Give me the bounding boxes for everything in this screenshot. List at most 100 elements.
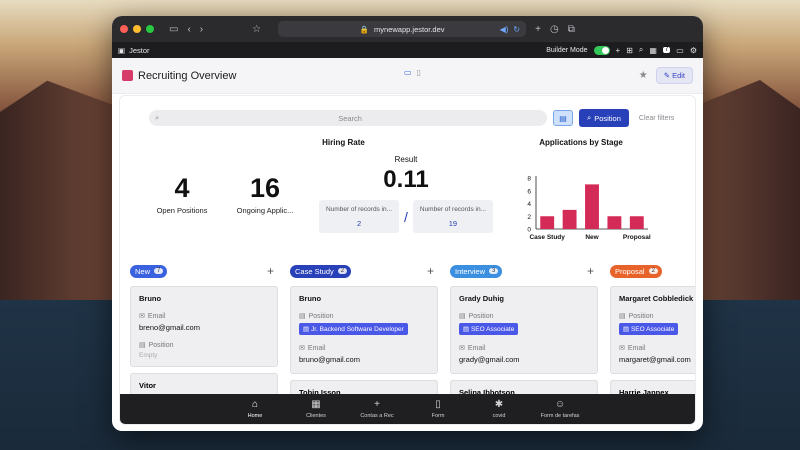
reload-icon[interactable]: ↻	[513, 24, 521, 34]
bug-icon: ✱	[494, 399, 504, 410]
applicant-card[interactable]: Bruno ✉ Email breno@gmail.com ▤ Position E…	[130, 286, 278, 367]
close-window-button[interactable]	[120, 25, 128, 33]
tabs-overview-icon[interactable]: ⧉	[567, 23, 575, 35]
chart-bar[interactable]	[629, 216, 644, 229]
position-chip[interactable]: ▤ Jr. Backend Software Developer	[299, 323, 408, 335]
kpi-value: 4	[174, 173, 190, 203]
brand-name: Jestor	[129, 45, 150, 55]
address-bar[interactable]: 🔒 mynewapp.jestor.dev ◀) ↻	[278, 21, 527, 37]
applicant-card[interactable]: Bruno ▤ Position ▤ Jr. Backend Software D…	[290, 286, 438, 374]
position-field-label: ▤ Position	[299, 312, 334, 321]
column-count: 2	[337, 268, 348, 274]
position-icon: ▤	[139, 342, 146, 349]
view-toggle-button[interactable]: ▤	[553, 110, 573, 126]
nav-item-form[interactable]: ▯ Form	[408, 394, 469, 424]
position-chip[interactable]: ▤ SEO Associate	[619, 323, 679, 335]
kanban-board: New 7 + Bruno ✉ Email breno@gmail.com ▤ Po…	[130, 264, 695, 410]
brand[interactable]: ▣ Jestor	[118, 46, 150, 55]
denominator-label: Number of records in...	[419, 206, 486, 213]
box-icon[interactable]: ▦	[649, 45, 657, 55]
nav-item-contas[interactable]: + Contas a Rec	[347, 394, 408, 424]
emoji-icon: ☺	[554, 399, 566, 410]
applications-chart: Applications by Stage 0 2 4 6 8 Case Study New…	[506, 138, 656, 248]
nav-item-home[interactable]: ⌂ Home	[225, 394, 286, 424]
add-card-button[interactable]: +	[426, 264, 434, 278]
lock-icon: 🔒	[359, 24, 370, 34]
column-count: 3	[489, 268, 499, 274]
x-tick-label: Proposal	[623, 234, 651, 241]
column-label-pill[interactable]: Proposal 2	[610, 264, 662, 278]
grid-icon[interactable]: ⊞	[626, 45, 633, 55]
applicant-name: Grady Duhig	[459, 294, 505, 303]
forward-icon[interactable]: ›	[199, 23, 204, 35]
result-label: Result	[394, 155, 418, 164]
history-icon[interactable]: ◷	[549, 23, 559, 35]
desktop-icon[interactable]: ▭	[404, 68, 412, 77]
position-filter-button[interactable]: ⌕ Position	[579, 109, 629, 127]
url-text: mynewapp.jestor.dev	[374, 24, 445, 34]
nav-item-clientes[interactable]: ▦ Clientes	[286, 394, 347, 424]
mobile-icon[interactable]: ▯	[416, 68, 421, 77]
chart-bar[interactable]	[540, 216, 555, 229]
chart-title: Applications by Stage	[539, 138, 623, 147]
search-icon: ⌕	[587, 113, 592, 122]
notification-badge[interactable]: 7	[662, 47, 671, 53]
column-label: New	[135, 266, 151, 276]
email-icon: ✉	[299, 345, 305, 352]
home-icon: ⌂	[251, 399, 259, 410]
add-icon[interactable]: +	[615, 45, 621, 55]
y-tick-label: 0	[527, 227, 531, 234]
form-icon: ▯	[435, 399, 441, 410]
window-controls	[120, 25, 154, 33]
favorite-star-icon[interactable]: ★	[638, 70, 648, 81]
kpi-open-positions: 4 Open Positions	[147, 173, 217, 215]
y-tick-label: 6	[527, 188, 531, 195]
builder-mode-toggle[interactable]	[593, 45, 610, 55]
email-value: margaret@gmail.com	[619, 355, 691, 364]
chat-icon[interactable]: ▭	[676, 45, 684, 55]
column-label-pill[interactable]: New 7	[130, 264, 168, 278]
y-tick-label: 2	[527, 214, 531, 221]
denominator-value: 19	[448, 219, 458, 228]
dashboard-content: ⌕ Search ▤ ⌕ Position Clear filters 4 Op…	[119, 95, 696, 425]
kanban-column-new: New 7 + Bruno ✉ Email breno@gmail.com ▤ Po…	[130, 264, 278, 410]
column-label-pill[interactable]: Case Study 2	[290, 264, 352, 278]
chart-bar[interactable]	[585, 184, 599, 229]
column-header: Proposal 2	[610, 264, 695, 278]
column-header: New 7 +	[130, 264, 278, 278]
edit-label: Edit	[672, 71, 685, 80]
bookmark-star-icon[interactable]: ☆	[252, 23, 262, 35]
back-icon[interactable]: ‹	[187, 23, 191, 35]
chart-bar[interactable]	[607, 216, 622, 229]
column-label-pill[interactable]: Interview 3	[450, 264, 503, 278]
edit-button[interactable]: ✎ Edit	[655, 67, 693, 84]
ratio-boxes: Number of records in... 2 / Number of re…	[316, 200, 496, 233]
zoom-window-button[interactable]	[146, 25, 154, 33]
sidebar-toggle-icon[interactable]: ▭	[169, 23, 179, 35]
email-icon: ✉	[139, 313, 145, 320]
position-icon: ▤	[299, 313, 306, 320]
minimize-window-button[interactable]	[133, 25, 141, 33]
applicant-card[interactable]: Margaret Cobbledick ▤ Position ▤ SEO Asso…	[610, 286, 695, 374]
settings-icon[interactable]: ⚙	[689, 45, 697, 55]
clear-filters-link[interactable]: Clear filters	[638, 114, 675, 122]
bottom-navigation: ⌂ Home ▦ Clientes + Contas a Rec ▯ Form ✱ cov…	[120, 394, 695, 424]
email-value: grady@gmail.com	[459, 355, 520, 364]
search-icon[interactable]: ⌕	[638, 45, 644, 54]
new-tab-icon[interactable]: +	[535, 23, 541, 35]
numerator-value: 2	[356, 219, 362, 228]
chart-bar[interactable]	[562, 209, 577, 229]
search-input[interactable]: ⌕ Search	[149, 110, 547, 126]
add-card-button[interactable]: +	[586, 264, 594, 278]
add-card-button[interactable]: +	[266, 264, 274, 278]
applicant-name: Bruno	[139, 294, 162, 303]
audio-icon[interactable]: ◀)	[499, 24, 509, 34]
numerator-box: Number of records in... 2	[319, 200, 400, 233]
position-empty: Empty	[139, 352, 158, 359]
nav-item-covid[interactable]: ✱ covid	[469, 394, 530, 424]
position-chip[interactable]: ▤ SEO Associate	[459, 323, 519, 335]
applicant-name: Margaret Cobbledick	[619, 294, 694, 303]
applicant-card[interactable]: Grady Duhig ▤ Position ▤ SEO Associate ✉ E…	[450, 286, 598, 374]
position-icon: ▤	[619, 313, 626, 320]
nav-item-form-tarefas[interactable]: ☺ Form de tarefas	[530, 394, 591, 424]
